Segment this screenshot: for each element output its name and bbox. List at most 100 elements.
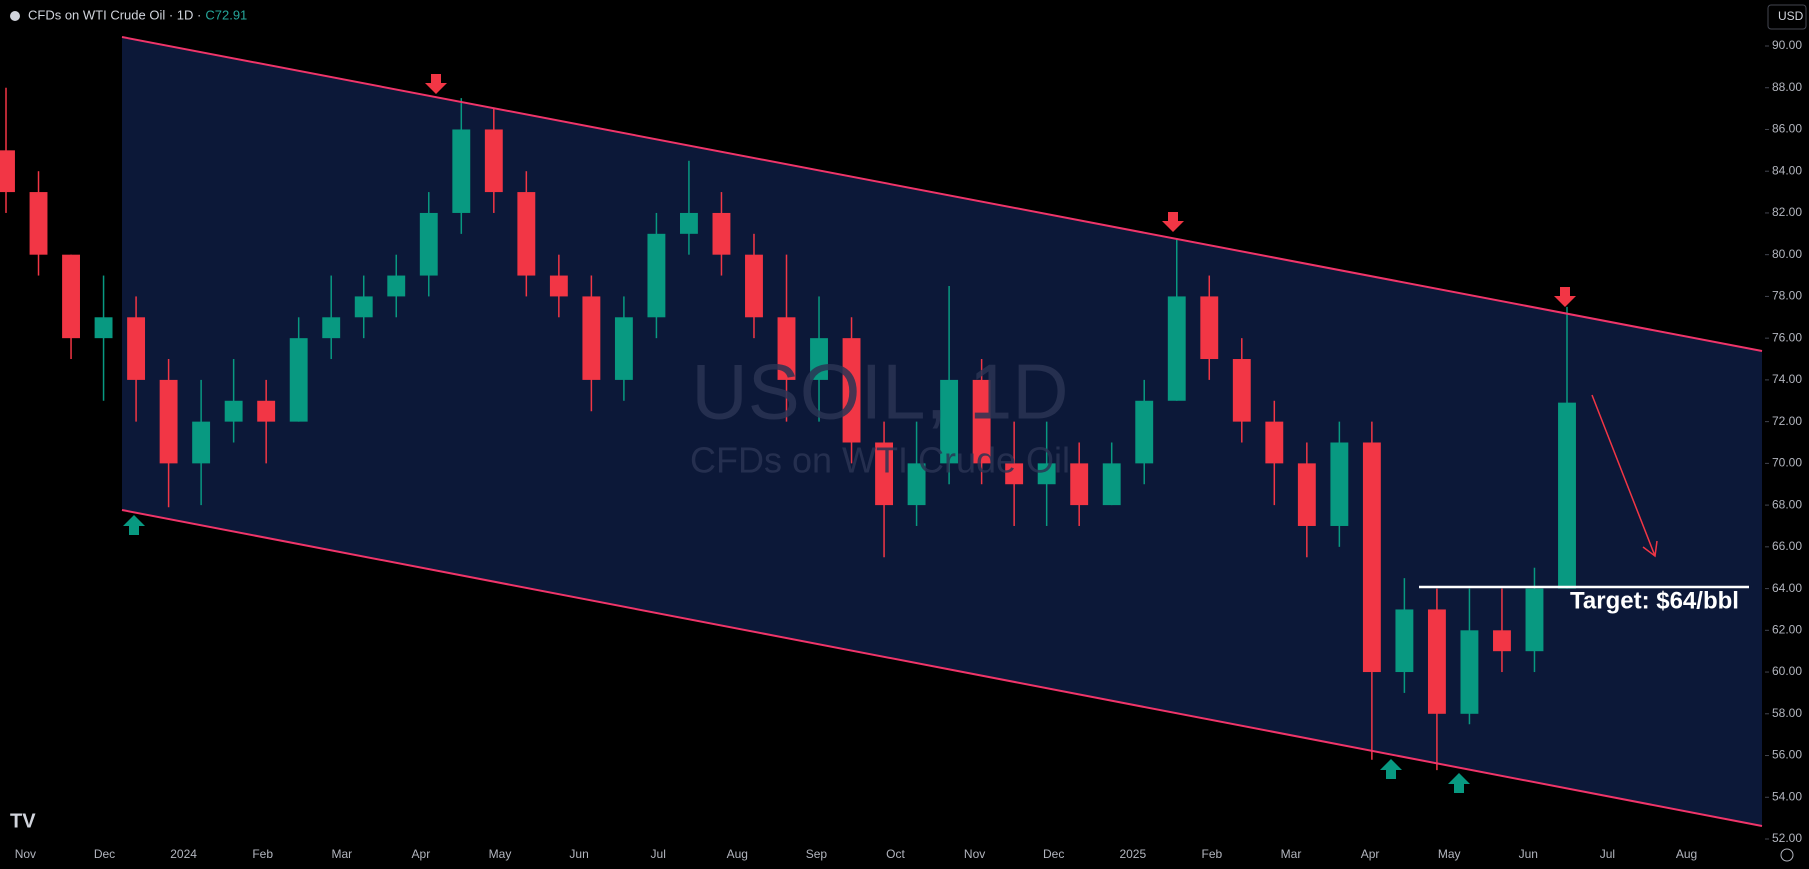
watermark-description: CFDs on WTI Crude Oil — [690, 440, 1070, 481]
x-tick-label: Feb — [252, 847, 273, 861]
candle-body — [777, 317, 796, 380]
candle-body — [549, 275, 568, 297]
settings-icon[interactable] — [1780, 848, 1794, 862]
candle-body — [419, 212, 438, 276]
y-tick-label: 60.00 — [1772, 664, 1802, 678]
candle-body — [1460, 630, 1479, 714]
y-tick-label: 58.00 — [1772, 706, 1802, 720]
candle-body — [452, 129, 471, 213]
x-tick-label: 2024 — [170, 847, 197, 861]
chart-title: CFDs on WTI Crude Oil · 1D · — [28, 7, 201, 22]
y-tick-label: 86.00 — [1772, 122, 1802, 136]
candle-body — [1493, 630, 1511, 652]
candle-body — [810, 338, 828, 380]
candle-body — [29, 192, 48, 255]
y-tick-label: 52.00 — [1772, 831, 1802, 845]
y-tick-label: 90.00 — [1772, 38, 1802, 52]
candle-body — [712, 212, 731, 255]
y-tick-label: 62.00 — [1772, 622, 1802, 636]
y-tick-label: 64.00 — [1772, 581, 1802, 595]
candle-body — [1362, 442, 1381, 673]
candle-body — [517, 192, 536, 276]
candle-body — [484, 129, 503, 193]
y-tick-label: 54.00 — [1772, 789, 1802, 803]
candle-body — [159, 379, 178, 464]
candle-body — [1005, 463, 1024, 485]
x-tick-label: May — [1438, 847, 1461, 861]
candle-body — [907, 463, 926, 506]
up-arrow — [1448, 773, 1470, 793]
candle-body — [1037, 463, 1056, 485]
candle-body — [322, 317, 341, 339]
y-tick-label: 72.00 — [1772, 414, 1802, 428]
y-tick-label: 78.00 — [1772, 289, 1802, 303]
candle-body — [94, 317, 113, 339]
candle-body — [842, 338, 861, 443]
arrows — [123, 74, 1658, 793]
candle-body — [1167, 296, 1186, 401]
x-tick-label: Dec — [1043, 847, 1064, 861]
candle-body — [354, 296, 373, 318]
x-tick-label: Aug — [1676, 847, 1697, 861]
x-tick-label: Jul — [1600, 847, 1615, 861]
candle-body — [679, 212, 698, 234]
currency-label[interactable]: USD — [1778, 9, 1804, 23]
forecast-arrow — [1591, 394, 1656, 557]
x-tick-label: Jul — [651, 847, 666, 861]
candle-body — [1427, 609, 1446, 714]
symbol-icon — [10, 11, 20, 21]
candle-body — [1135, 400, 1154, 464]
candle-body — [0, 150, 15, 193]
candle-body — [1558, 402, 1576, 589]
candle-body — [647, 233, 666, 318]
x-tick-label: Jun — [1519, 847, 1538, 861]
up-arrow — [123, 515, 145, 535]
y-tick-label: 76.00 — [1772, 330, 1802, 344]
x-tick-label: Apr — [412, 847, 431, 861]
close-label: C72.91 — [205, 7, 247, 22]
y-tick-label: 88.00 — [1772, 80, 1802, 94]
price-axis — [1765, 0, 1809, 869]
y-tick-label: 68.00 — [1772, 497, 1802, 511]
candle-body — [224, 400, 243, 422]
watermark-symbol: USOIL, 1D — [691, 348, 1068, 436]
x-tick-label: Nov — [15, 847, 36, 861]
down-arrow — [425, 74, 447, 94]
candle-body — [289, 338, 308, 422]
x-tick-label: Feb — [1202, 847, 1223, 861]
x-tick-label: Oct — [886, 847, 905, 861]
candle-body — [1102, 463, 1121, 506]
x-tick-label: Mar — [1281, 847, 1302, 861]
x-tick-label: Dec — [94, 847, 115, 861]
channel-upper — [121, 36, 1763, 352]
y-tick-label: 84.00 — [1772, 163, 1802, 177]
candle-body — [1200, 296, 1219, 360]
x-tick-label: May — [489, 847, 512, 861]
y-tick-label: 66.00 — [1772, 539, 1802, 553]
candle-body — [127, 317, 146, 380]
candle-body — [1395, 609, 1414, 673]
forecast-arrow-head — [1642, 540, 1658, 558]
x-tick-label: 2025 — [1119, 847, 1146, 861]
candle-body — [387, 275, 406, 297]
x-tick-label: Aug — [727, 847, 748, 861]
candle-body — [582, 296, 601, 380]
candle-body — [1525, 588, 1544, 652]
candle-body — [257, 400, 276, 422]
x-tick-label: Mar — [331, 847, 352, 861]
channel-lower — [121, 509, 1763, 827]
candle-body — [1265, 421, 1284, 464]
down-arrow — [1554, 287, 1576, 307]
candle-body — [1330, 442, 1349, 526]
candle-body — [192, 421, 211, 464]
logo: TV — [10, 810, 36, 832]
candle-body — [940, 379, 959, 464]
x-tick-label: Sep — [806, 847, 828, 861]
y-tick-label: 56.00 — [1772, 748, 1802, 762]
candle-body — [1070, 463, 1089, 506]
y-tick-label: 82.00 — [1772, 205, 1802, 219]
currency-button[interactable] — [1767, 4, 1807, 30]
x-tick-label: Jun — [569, 847, 588, 861]
x-tick-label: Apr — [1361, 847, 1380, 861]
